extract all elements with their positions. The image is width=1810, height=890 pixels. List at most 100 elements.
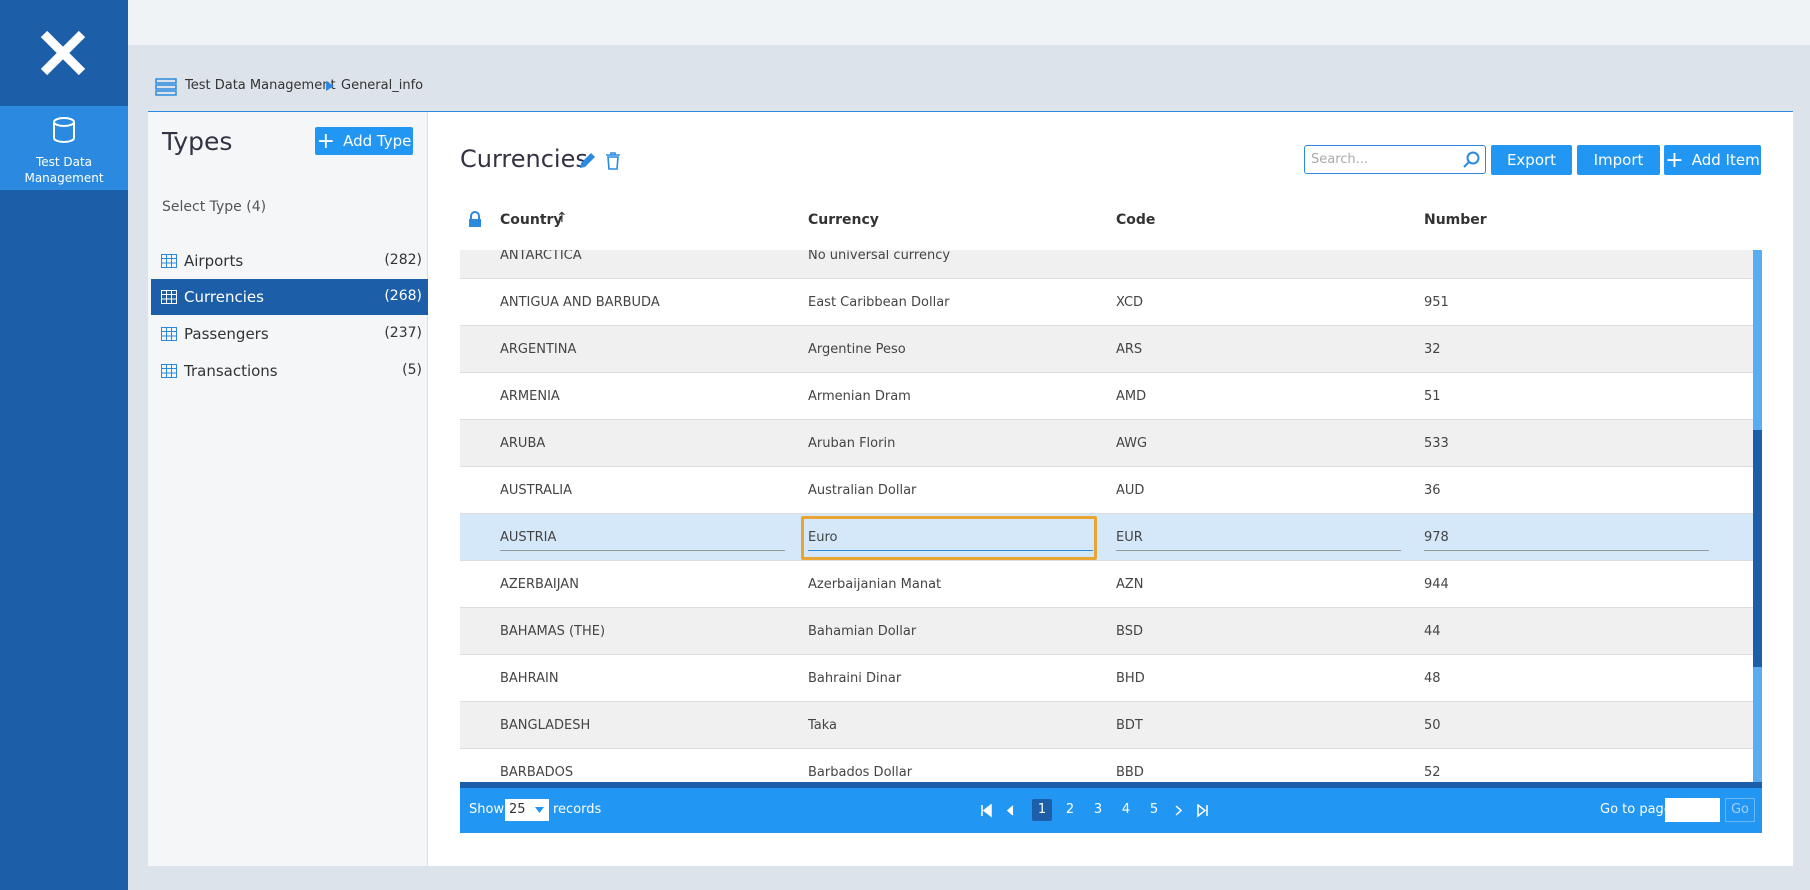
export-button[interactable]: Export — [1491, 145, 1572, 175]
search-icon — [1463, 151, 1480, 168]
type-item[interactable]: Transactions (5) — [151, 353, 428, 389]
table-row[interactable]: ARUBA Aruban Florin AWG 533 — [460, 420, 1753, 467]
types-title: Types — [162, 127, 233, 156]
top-bar — [0, 0, 1810, 45]
go-to-page-input[interactable] — [1665, 798, 1720, 822]
search-box[interactable]: Search... — [1304, 145, 1486, 174]
table-cell: Barbados Dollar — [808, 765, 913, 780]
go-button[interactable]: Go — [1725, 798, 1755, 822]
breadcrumb-item: General_info — [341, 78, 424, 93]
scrollbar[interactable] — [1753, 250, 1762, 782]
import-button[interactable]: Import — [1577, 145, 1660, 175]
table-body: ANTARCTICA No universal currency ANTIGUA A… — [460, 250, 1753, 782]
table-cell: ARUBA — [500, 436, 546, 451]
plus-icon: + — [316, 128, 336, 154]
table-cell: 50 — [1424, 718, 1441, 733]
edit-icon[interactable] — [577, 151, 597, 171]
page-number[interactable]: 3 — [1093, 802, 1103, 817]
type-count: (282) — [384, 252, 422, 268]
delete-icon[interactable] — [605, 152, 621, 170]
table-row[interactable]: AUSTRALIA Australian Dollar AUD 36 — [460, 467, 1753, 514]
table-cell: 51 — [1424, 389, 1441, 404]
page-size-select[interactable]: 25 — [505, 799, 549, 821]
table-cell: 44 — [1424, 624, 1441, 639]
dropdown-arrow — [535, 807, 544, 813]
table-row[interactable]: BARBADOS Barbados Dollar BBD 52 — [460, 749, 1753, 782]
page-number[interactable]: 1 — [1032, 799, 1052, 821]
column-header[interactable]: Currency — [808, 212, 879, 228]
edit-underline — [808, 550, 1093, 551]
types-panel — [148, 112, 428, 866]
button-label: Export — [1506, 151, 1557, 169]
scroll-thumb[interactable] — [1753, 430, 1762, 667]
focus-box[interactable] — [801, 516, 1097, 560]
table-row[interactable]: ANTARCTICA No universal currency — [460, 250, 1753, 279]
table-cell: AMD — [1116, 389, 1147, 404]
table-cell: 533 — [1424, 436, 1449, 451]
table-row[interactable]: ANTIGUA AND BARBUDA East Caribbean Dollar… — [460, 279, 1753, 326]
edit-underline — [1116, 550, 1401, 551]
table-cell: 978 — [1424, 530, 1449, 545]
type-item[interactable]: Passengers (237) — [151, 316, 428, 352]
records-label: records — [553, 802, 602, 817]
table-row[interactable]: AZERBAIJAN Azerbaijanian Manat AZN 944 — [460, 561, 1753, 608]
column-header[interactable]: Number — [1424, 212, 1487, 228]
column-header[interactable]: Code — [1116, 212, 1156, 228]
type-name: Passengers — [184, 325, 269, 343]
type-name: Airports — [184, 252, 244, 270]
type-name: Transactions — [184, 362, 278, 380]
table-cell: AWG — [1116, 436, 1148, 451]
table-row[interactable]: BAHRAIN Bahraini Dinar BHD 48 — [460, 655, 1753, 702]
type-item[interactable]: Airports (282) — [151, 243, 428, 279]
table-cell: 944 — [1424, 577, 1449, 592]
table-title: Currencies — [460, 145, 588, 173]
table-row[interactable]: AUSTRIA Euro EUR 978 — [460, 514, 1753, 561]
table-cell: ARS — [1116, 342, 1143, 357]
table-cell: No universal currency — [808, 250, 951, 263]
breadcrumb-icon — [155, 78, 177, 96]
type-count: (237) — [384, 325, 422, 341]
select-label: Select Type (4) — [162, 199, 267, 215]
nav-label: Test Data Management — [24, 155, 104, 185]
pager-arrows[interactable] — [980, 804, 1100, 818]
edit-underline — [500, 550, 785, 551]
page-number[interactable]: 4 — [1121, 802, 1131, 817]
table-cell: BAHRAIN — [500, 671, 559, 686]
table-cell: ARGENTINA — [500, 342, 577, 357]
go-to-page-label: Go to page — [1600, 802, 1672, 817]
page-number[interactable]: 2 — [1065, 802, 1075, 817]
type-item[interactable]: Currencies (268) — [151, 279, 428, 315]
table-row[interactable]: ARGENTINA Argentine Peso ARS 32 — [460, 326, 1753, 373]
table-icon — [161, 364, 177, 378]
table-cell: BARBADOS — [500, 765, 574, 780]
table-cell: 36 — [1424, 483, 1441, 498]
table-cell: Azerbaijanian Manat — [808, 577, 942, 592]
table-cell: 951 — [1424, 295, 1449, 310]
table-cell: ANTIGUA AND BARBUDA — [500, 295, 660, 310]
table-row[interactable]: BAHAMAS (THE) Bahamian Dollar BSD 44 — [460, 608, 1753, 655]
table-cell: 48 — [1424, 671, 1441, 686]
plus-icon: + — [1665, 147, 1684, 173]
table-cell: Bahraini Dinar — [808, 671, 902, 686]
sort-icon[interactable]: ↑ — [556, 210, 568, 226]
table-cell: ANTARCTICA — [500, 250, 582, 263]
table-row[interactable]: ARMENIA Armenian Dram AMD 51 — [460, 373, 1753, 420]
table-cell: 52 — [1424, 765, 1441, 780]
button-label: Add Type — [343, 132, 412, 150]
table-cell: Taka — [808, 718, 838, 733]
pager-arrows[interactable] — [1174, 804, 1214, 818]
breadcrumb-item[interactable]: Test Data Management — [185, 78, 336, 93]
edit-underline — [1424, 550, 1709, 551]
column-header[interactable]: Country — [500, 212, 563, 228]
table-icon — [161, 327, 177, 341]
type-count: (268) — [384, 288, 422, 304]
lock-icon[interactable] — [468, 211, 482, 228]
page-number[interactable]: 5 — [1149, 802, 1159, 817]
breadcrumb-sep — [326, 81, 334, 91]
add-type-button[interactable]: + Add Type — [315, 127, 413, 155]
table-row[interactable]: BANGLADESH Taka BDT 50 — [460, 702, 1753, 749]
nav-item[interactable]: Test Data Management — [0, 106, 128, 190]
add-item-button[interactable]: + Add Item — [1664, 145, 1761, 175]
table-cell: AUD — [1116, 483, 1145, 498]
